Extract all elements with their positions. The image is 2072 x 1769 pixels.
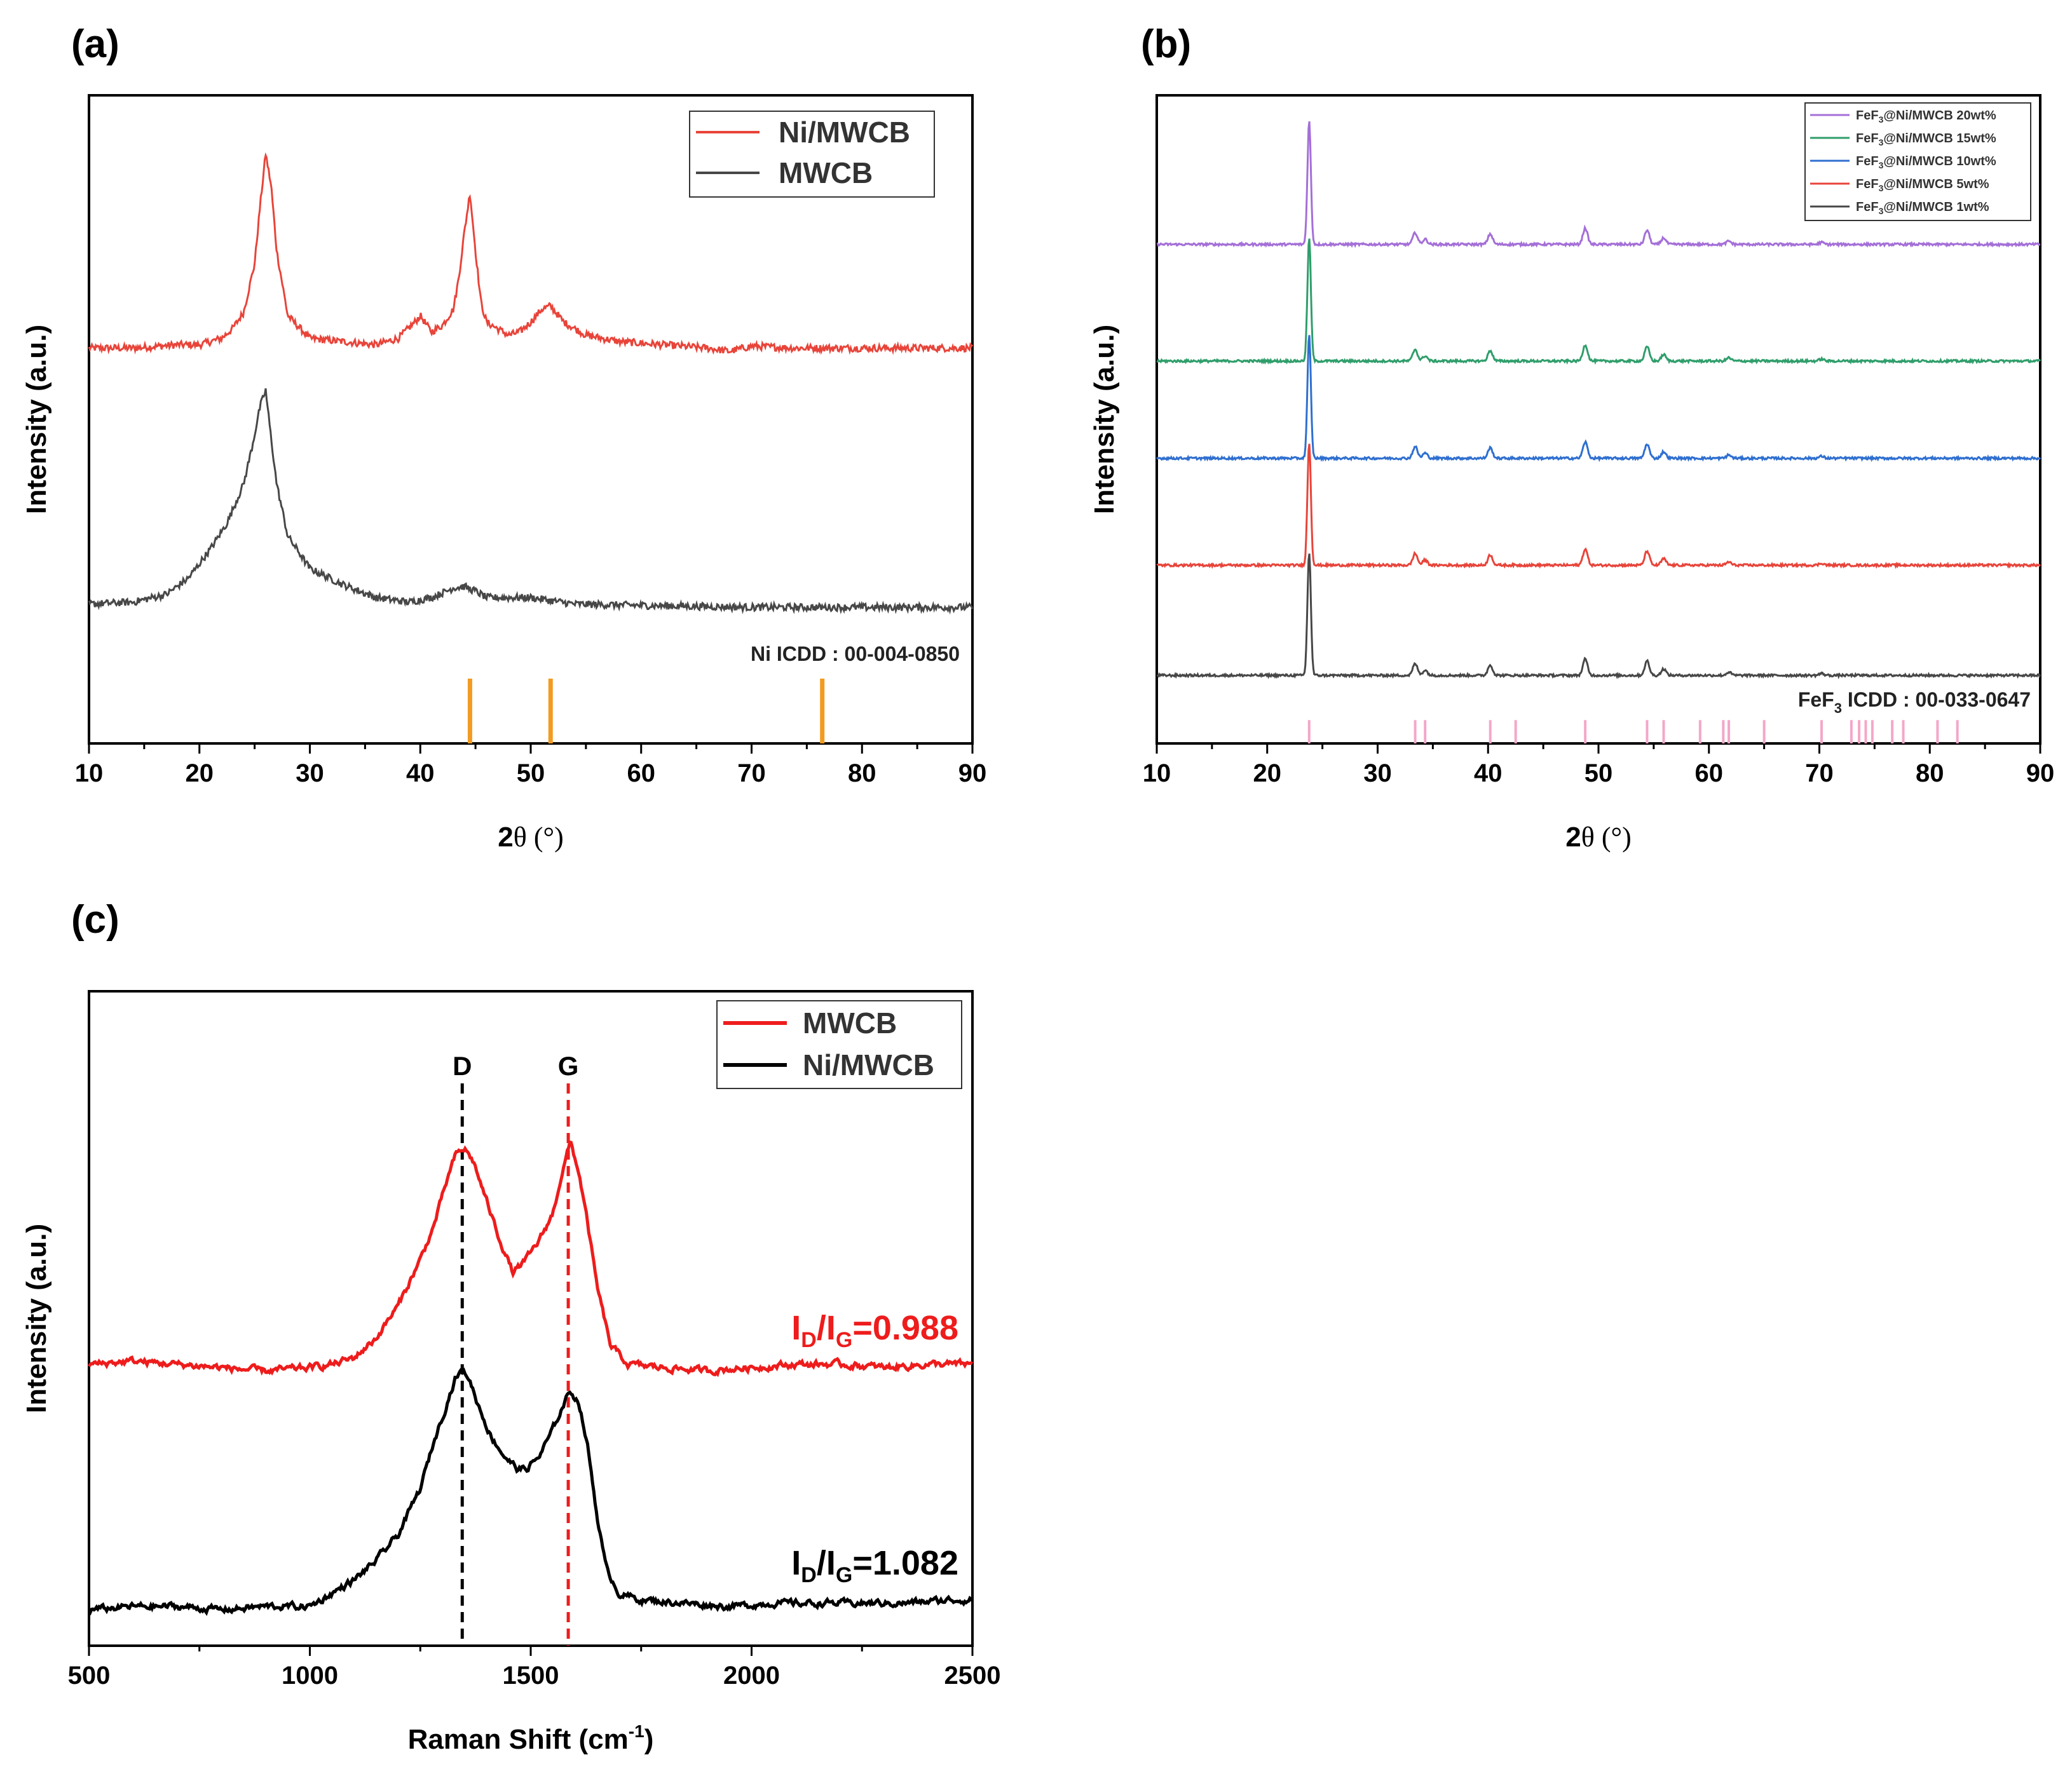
- legend-label: FeF3@Ni/MWCB 5wt%: [1856, 177, 1989, 193]
- series-line: [1156, 121, 2041, 248]
- series-line: [1156, 444, 2041, 569]
- legend-label: FeF3@Ni/MWCB 20wt%: [1856, 109, 1996, 125]
- legend-label-mwcb-c: MWCB: [803, 1006, 897, 1040]
- panel-label-a: (a): [71, 22, 119, 66]
- series-line-mwcb: [88, 388, 974, 615]
- x-ticks-b: 10 20 30 40 50 60 70 80 90: [1143, 743, 2055, 787]
- x-axis-title-a: 2θ (°): [498, 822, 563, 853]
- y-axis-title-a: Intensity (a.u.): [21, 325, 52, 514]
- series-line: [1155, 335, 2041, 463]
- series-line-ni-mwcb: [88, 152, 974, 355]
- legend-box-c: [716, 1000, 962, 1089]
- panel-label-b: (b): [1141, 22, 1191, 66]
- series-line: [1156, 553, 2041, 679]
- x-ticks-c: 500 1000 1500 2000 2500: [68, 1646, 1001, 1690]
- x-tick-label: 50: [517, 759, 545, 787]
- legend-label-ni-mwcb-c: Ni/MWCB: [803, 1048, 934, 1081]
- legend-b: FeF3@Ni/MWCB 20wt% FeF3@Ni/MWCB 15wt% FeF3…: [1804, 102, 2031, 221]
- x-tick-label: 20: [186, 759, 214, 787]
- legend-box-a: [689, 111, 935, 198]
- y-axis-title-b: Intensity (a.u.): [1089, 325, 1120, 514]
- peak-marker-label: G: [558, 1051, 579, 1081]
- x-tick-label: 90: [2026, 759, 2055, 787]
- legend-label-ni-mwcb: Ni/MWCB: [779, 116, 910, 149]
- series-group-a: [88, 152, 974, 615]
- x-axis-title-b: 2θ (°): [1565, 822, 1631, 853]
- x-tick-label: 20: [1253, 759, 1282, 787]
- series-line: [87, 1140, 974, 1378]
- reference-label-b: FeF3 ICDD : 00-033-0647: [1798, 688, 2031, 716]
- x-tick-label: 80: [1916, 759, 1944, 787]
- x-tick-label: 90: [958, 759, 987, 787]
- legend-label: FeF3@Ni/MWCB 10wt%: [1856, 154, 1996, 170]
- x-tick-label: 10: [75, 759, 104, 787]
- x-tick-label: 2000: [723, 1662, 780, 1690]
- legend-label: FeF3@Ni/MWCB 15wt%: [1856, 132, 1996, 147]
- series-group-b: [1155, 121, 2041, 679]
- x-ticks-a: 10 20 30 40 50 60 70 80 90: [75, 743, 987, 787]
- x-tick-label: 2500: [944, 1662, 1001, 1690]
- peak-marker-label: D: [453, 1051, 472, 1081]
- x-tick-label: 30: [296, 759, 324, 787]
- x-tick-label: 1500: [503, 1662, 559, 1690]
- series-line: [88, 1366, 974, 1616]
- panel-a: (a) 10 20 30 40 50 60 70 80 90 Ni ICDD : 00-004-…: [21, 22, 986, 853]
- ratio-ni-mwcb: ID/IG=1.082: [791, 1544, 958, 1587]
- legend-a: Ni/MWCB MWCB: [689, 111, 935, 198]
- x-tick-label: 70: [1805, 759, 1834, 787]
- series-line: [1156, 238, 2041, 365]
- reference-label-a: Ni ICDD : 00-004-0850: [751, 642, 960, 665]
- x-axis-title-c: Raman Shift (cm-1): [408, 1721, 654, 1755]
- panel-b: (b) 10 20 30 40 50 60 70 80 90 FeF3 ICDD : 00-03…: [1089, 22, 2054, 853]
- x-tick-label: 40: [1474, 759, 1503, 787]
- legend-label: FeF3@Ni/MWCB 1wt%: [1856, 200, 1989, 216]
- plot-frame-c: [88, 990, 974, 1647]
- reference-bars-a: [467, 679, 825, 743]
- legend-label-mwcb: MWCB: [779, 156, 873, 189]
- ratio-mwcb: ID/IG=0.988: [791, 1309, 958, 1352]
- x-tick-label: 80: [848, 759, 876, 787]
- y-axis-title-c: Intensity (a.u.): [21, 1224, 52, 1413]
- x-tick-label: 1000: [282, 1662, 338, 1690]
- x-tick-label: 60: [1695, 759, 1724, 787]
- x-tick-label: 60: [627, 759, 656, 787]
- x-tick-label: 40: [406, 759, 435, 787]
- x-tick-label: 500: [68, 1662, 111, 1690]
- x-tick-label: 70: [737, 759, 766, 787]
- x-tick-label: 10: [1143, 759, 1171, 787]
- x-tick-label: 30: [1363, 759, 1392, 787]
- panel-label-c: (c): [71, 898, 119, 942]
- x-tick-label: 50: [1585, 759, 1613, 787]
- series-group-c: [87, 1140, 974, 1616]
- reference-bars-b: [1307, 720, 1959, 743]
- legend-c: MWCB Ni/MWCB: [716, 1000, 962, 1089]
